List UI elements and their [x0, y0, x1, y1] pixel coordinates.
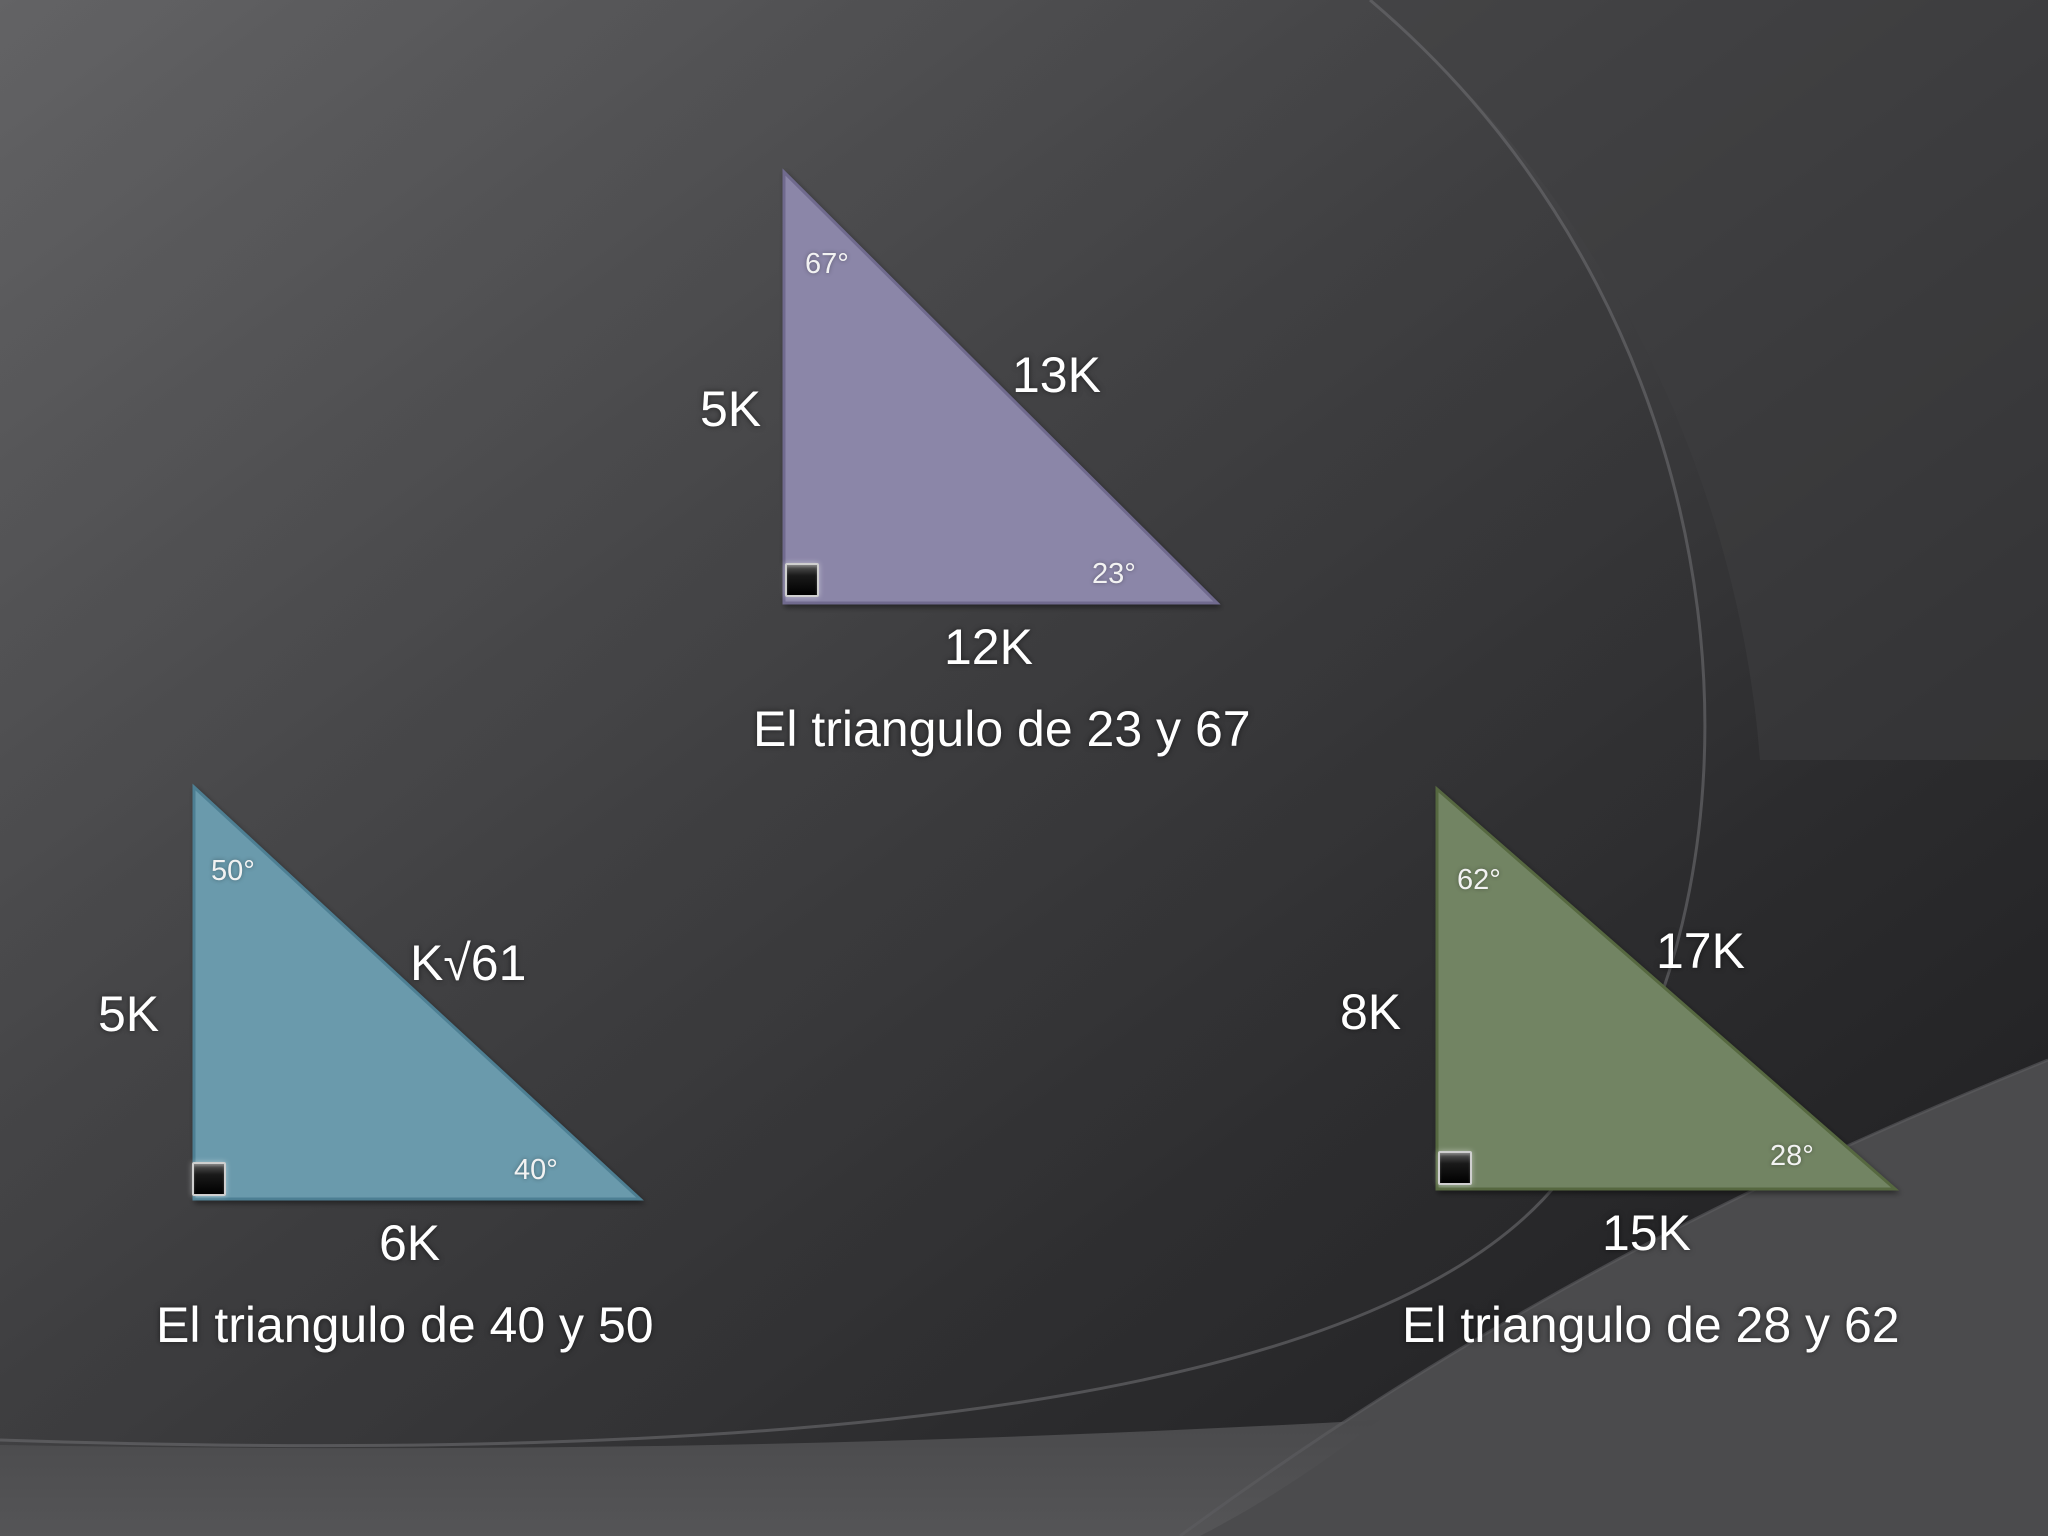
left-hypotenuse-label: K√61: [410, 935, 527, 991]
right-angle-lower-label: 28°: [1770, 1140, 1814, 1172]
left-vertical-side-label: 5K: [98, 986, 160, 1042]
top-vertical-side-label: 5K: [700, 381, 762, 437]
triangle-top: [782, 168, 1221, 605]
top-caption: El triangulo de 23 y 67: [753, 701, 1251, 757]
top-angle-lower-label: 23°: [1092, 558, 1136, 590]
left-caption: El triangulo de 40 y 50: [156, 1297, 654, 1353]
right-angle-upper-label: 62°: [1457, 864, 1501, 896]
right-angle-square-icon: [785, 563, 819, 597]
top-base-label: 12K: [944, 619, 1033, 675]
left-base-label: 6K: [379, 1215, 441, 1271]
left-angle-upper-label: 50°: [211, 855, 255, 887]
right-hypotenuse-label: 17K: [1656, 923, 1745, 979]
left-angle-lower-label: 40°: [514, 1154, 558, 1186]
right-angle-square-icon: [1438, 1151, 1472, 1185]
top-hypotenuse-label: 13K: [1012, 347, 1101, 403]
right-base-label: 15K: [1602, 1205, 1691, 1261]
right-vertical-side-label: 8K: [1340, 984, 1402, 1040]
triangle-right: [1435, 785, 1899, 1191]
top-angle-upper-label: 67°: [805, 248, 849, 280]
triangle-left: [192, 783, 644, 1201]
right-angle-square-icon: [192, 1162, 226, 1196]
right-caption: El triangulo de 28 y 62: [1402, 1297, 1900, 1353]
